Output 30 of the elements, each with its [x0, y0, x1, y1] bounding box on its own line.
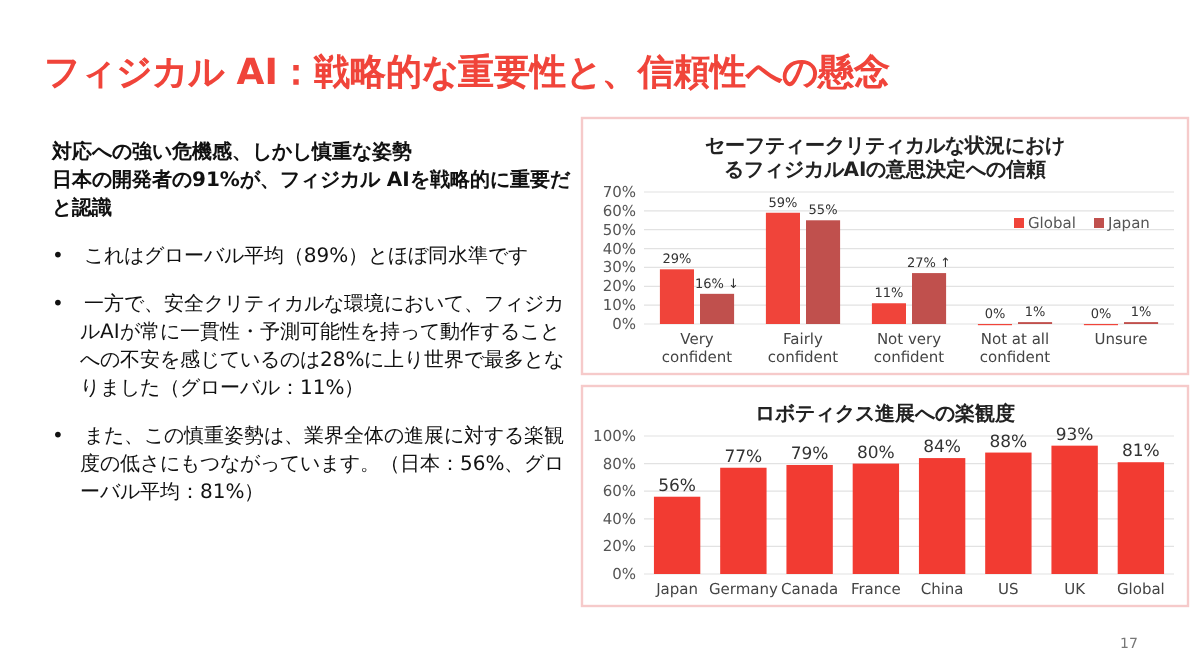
data-label: 77%: [724, 447, 763, 468]
bar: [786, 464, 833, 574]
text: • また、この慎重姿勢は、業界全体の進展に対する楽観度の低さにもつながっています。（日本：56%、グローバル平均：81%）: [52, 424, 567, 508]
bar: [700, 293, 735, 324]
data-label: 56%: [658, 476, 697, 497]
bar: [720, 467, 767, 574]
chart-title: セーフティークリティカルな状況におけるフィジカルAIの意思決定への信頼: [705, 134, 1065, 182]
bar: [985, 452, 1032, 574]
bar: [659, 269, 694, 324]
data-label: 81%: [1121, 442, 1160, 463]
chart-title: ロボティクス進展への楽観度: [755, 402, 1015, 426]
data-label: 93%: [1055, 425, 1094, 446]
data-label: 79%: [790, 444, 829, 465]
bar: [912, 273, 947, 324]
bar: [806, 220, 841, 324]
bar: [918, 458, 966, 574]
bar: [871, 303, 906, 324]
text: 対応への強い危機感、しかし慎重な姿勢: [52, 140, 414, 168]
data-label: 88%: [989, 432, 1028, 453]
bar: [765, 212, 800, 324]
data-label: 84%: [923, 438, 962, 459]
text: • 一方で、安全クリティカルな環境において、フィジカルAIが常に一貫性・予測可能性を持って動作することへの不安を感じているのは28%に上り世界で最多となりました（グローバル：11%）: [52, 292, 567, 404]
bar: [653, 496, 701, 574]
data-label: 80%: [856, 443, 895, 464]
text: 日本の開発者の91%が、フィジカル AIを戦略的に重要だと認識: [52, 168, 573, 224]
bar: [852, 463, 900, 574]
text: • これはグローバル平均（89%）とほぼ同水準です: [52, 244, 531, 272]
bar: [1117, 462, 1165, 574]
bar: [1051, 445, 1098, 574]
text: フィジカル AI：戦略的な重要性と、信頼性への懸念: [44, 50, 892, 96]
